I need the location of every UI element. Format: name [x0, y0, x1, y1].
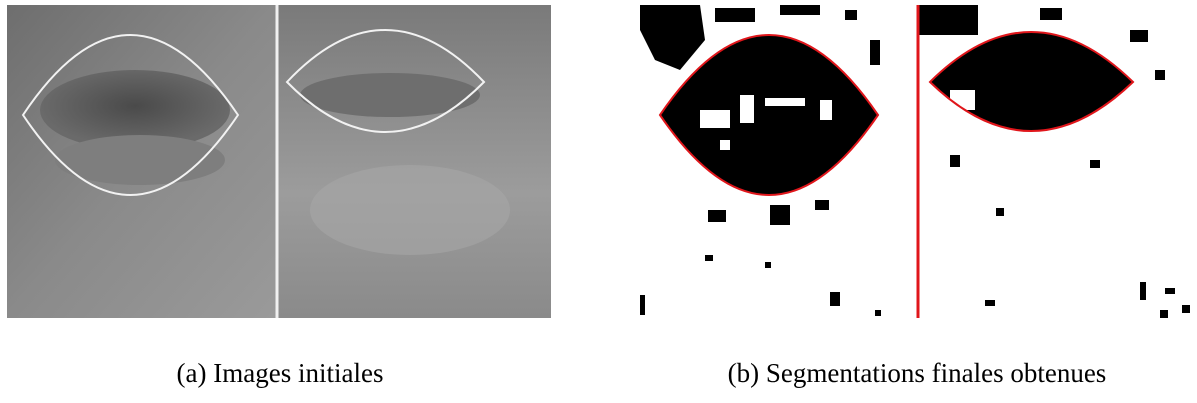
- figure-images: [0, 0, 1197, 403]
- figure-page: {"figure": {"captions": ["(a) Images ini…: [0, 0, 1197, 403]
- lip-image-right: [277, 5, 551, 318]
- caption: (b) Segmentations finales obtenues: [637, 358, 1197, 389]
- initial-images: [7, 5, 551, 318]
- caption: (a) Images initiales: [0, 358, 560, 389]
- segmentation-images: [640, 5, 1190, 318]
- chin-shade: [310, 165, 510, 255]
- mouth-shade: [300, 73, 480, 117]
